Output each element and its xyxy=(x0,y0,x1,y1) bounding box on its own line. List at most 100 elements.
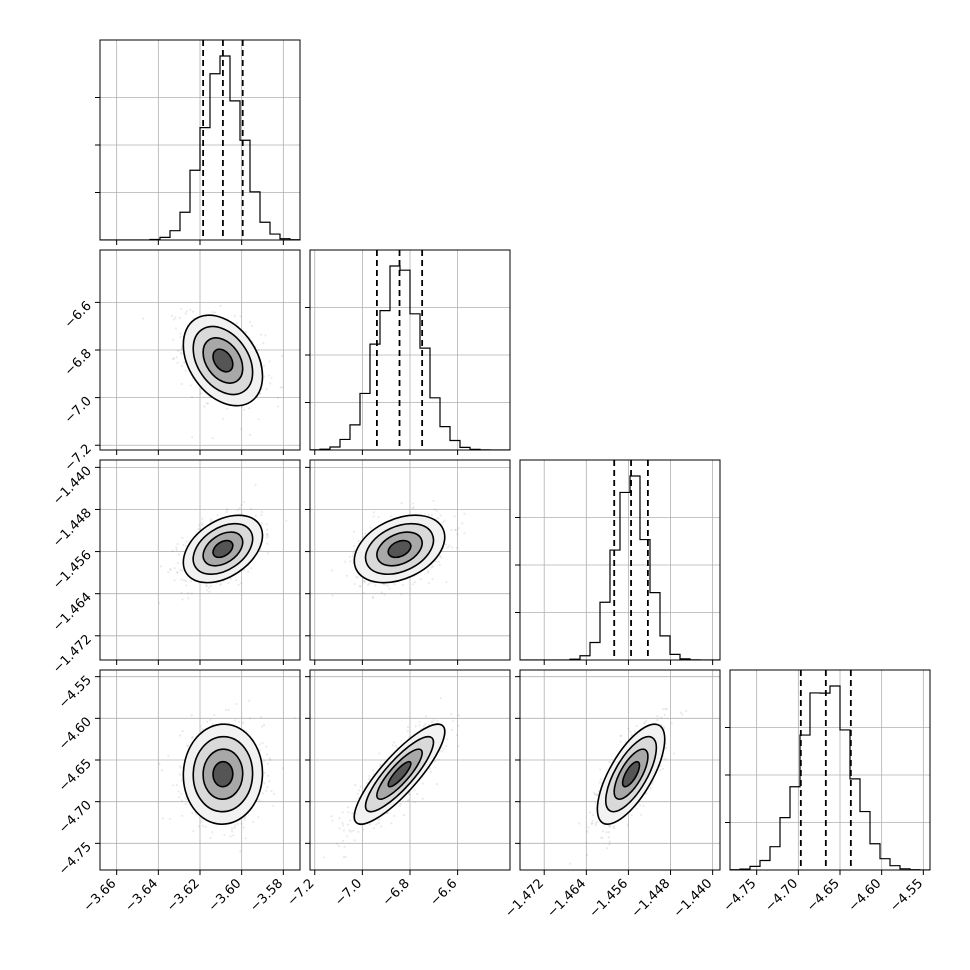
y-tick-label: −4.60 xyxy=(56,715,95,754)
scatter-point xyxy=(386,584,390,587)
scatter-point xyxy=(161,817,165,820)
scatter-point xyxy=(190,592,193,595)
scatter-point xyxy=(455,734,458,737)
scatter-point xyxy=(606,847,609,850)
scatter-point xyxy=(234,579,238,582)
scatter-point xyxy=(379,763,382,767)
scatter-point xyxy=(598,781,601,784)
scatter-point xyxy=(599,836,603,839)
scatter-point xyxy=(597,790,600,793)
scatter-point xyxy=(176,571,180,574)
panel-p1-p3: −7.2 −7.0 −6.8 −6.6 xyxy=(285,669,511,909)
scatter-point xyxy=(181,598,184,601)
scatter-point xyxy=(226,407,229,410)
scatter-point xyxy=(388,587,391,590)
scatter-point xyxy=(204,825,207,829)
scatter-point xyxy=(176,361,179,364)
scatter-point xyxy=(178,796,181,799)
panel-p3-p3: −4.75 −4.70 −4.65 −4.60 −4.55 xyxy=(721,669,931,915)
scatter-point xyxy=(619,734,622,738)
scatter-point xyxy=(399,802,402,805)
scatter-point xyxy=(190,714,193,717)
scatter-point xyxy=(342,824,345,827)
scatter-point xyxy=(352,552,355,555)
scatter-point xyxy=(180,766,183,769)
scatter-point xyxy=(343,560,346,563)
scatter-point xyxy=(378,818,381,821)
scatter-point xyxy=(181,814,184,818)
scatter-point xyxy=(367,778,371,781)
scatter-point xyxy=(265,533,268,536)
scatter-point xyxy=(386,811,389,815)
density-fill xyxy=(388,540,411,558)
scatter-point xyxy=(190,396,194,399)
scatter-point xyxy=(416,793,419,796)
contour-line xyxy=(376,748,423,800)
panel-p1-p2 xyxy=(305,459,511,665)
scatter-point xyxy=(261,742,264,745)
scatter-point xyxy=(630,813,633,817)
scatter-point xyxy=(411,583,414,586)
scatter-point xyxy=(607,831,611,834)
scatter-point xyxy=(177,349,180,352)
scatter-point xyxy=(590,822,593,826)
scatter-point xyxy=(330,569,333,572)
scatter-point xyxy=(242,721,245,724)
scatter-point xyxy=(267,535,270,538)
scatter-point xyxy=(391,744,394,747)
scatter-point xyxy=(219,583,222,586)
scatter-point xyxy=(219,304,222,307)
scatter-point xyxy=(205,585,208,588)
scatter-point xyxy=(159,565,163,568)
contour-line xyxy=(192,325,254,396)
histogram-p1 xyxy=(310,265,510,450)
scatter-point xyxy=(602,830,605,833)
scatter-point xyxy=(414,725,417,728)
scatter-point xyxy=(259,715,262,719)
scatter-point xyxy=(662,725,665,728)
scatter-point xyxy=(211,831,214,834)
scatter-point xyxy=(413,801,416,804)
scatter-point xyxy=(279,386,282,389)
scatter-point xyxy=(263,771,267,774)
scatter-point xyxy=(171,784,175,787)
scatter-point xyxy=(408,792,411,796)
scatter-point xyxy=(346,835,349,838)
panel-p0-p0 xyxy=(95,39,301,245)
scatter-point xyxy=(266,753,269,756)
scatter-point xyxy=(209,584,212,588)
scatter-point xyxy=(227,581,230,585)
axis-frame xyxy=(729,669,931,871)
scatter-point xyxy=(591,822,594,825)
scatter-point xyxy=(194,813,197,816)
scatter-point xyxy=(406,799,409,802)
scatter-point xyxy=(427,570,430,573)
scatter-point xyxy=(372,596,375,599)
scatter-point xyxy=(338,817,341,820)
scatter-point xyxy=(377,818,380,821)
scatter-point xyxy=(285,519,288,522)
scatter-point xyxy=(192,310,195,313)
scatter-point xyxy=(244,330,248,333)
scatter-point xyxy=(364,532,367,535)
panel-p2-p3: −1.472−1.464−1.456−1.448−1.440 xyxy=(502,669,721,921)
scatter-point xyxy=(451,546,454,549)
scatter-point xyxy=(260,510,263,514)
scatter-point xyxy=(170,314,174,318)
scatter-point xyxy=(211,437,214,440)
scatter-point xyxy=(454,528,457,532)
scatter-point xyxy=(160,769,163,772)
scatter-point xyxy=(642,804,645,807)
scatter-point xyxy=(401,583,404,587)
scatter-point xyxy=(430,566,433,569)
scatter-point xyxy=(596,820,599,824)
scatter-point xyxy=(608,824,611,827)
scatter-point xyxy=(211,723,214,726)
scatter-point xyxy=(412,506,415,509)
contour-line xyxy=(613,748,649,800)
scatter-point xyxy=(233,826,236,829)
x-tick-label: −4.60 xyxy=(846,876,885,915)
scatter-point xyxy=(394,744,397,748)
scatter-point xyxy=(239,315,242,318)
scatter-point xyxy=(184,369,187,372)
